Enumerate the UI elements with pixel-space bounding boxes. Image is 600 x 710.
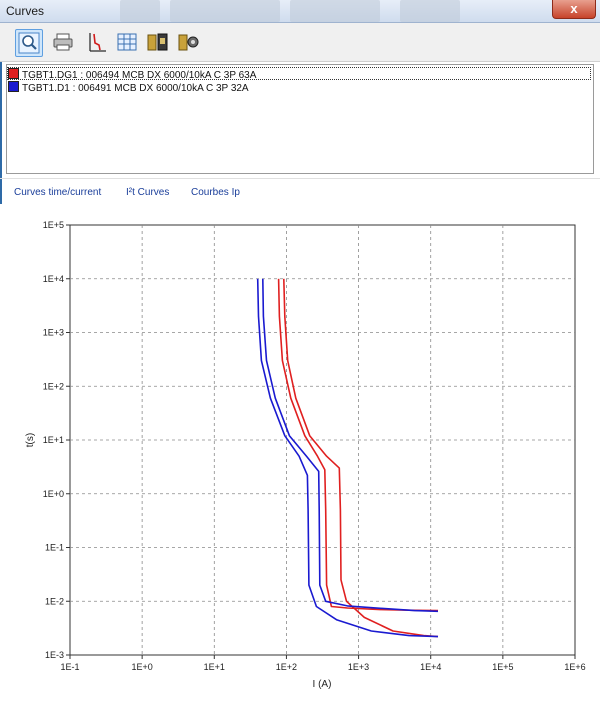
y-tick-labels: 1E-3 1E-2 1E-1 1E+0 1E+1 1E+2 1E+3 1E+4 1E+5 bbox=[43, 220, 70, 660]
list-item[interactable]: TGBT1.D1 : 006491 MCB DX 6000/10kA C 3P … bbox=[8, 81, 249, 94]
y-tick-label: 1E+3 bbox=[43, 328, 64, 338]
x-tick-labels: 1E-1 1E+0 1E+1 1E+2 1E+3 1E+4 1E+5 1E+6 bbox=[60, 655, 586, 672]
tab-i2t-curves[interactable]: I²t Curves bbox=[126, 187, 170, 198]
background-blur bbox=[120, 0, 160, 22]
close-button[interactable]: x bbox=[552, 0, 596, 19]
time-current-chart[interactable]: 1E-1 1E+0 1E+1 1E+2 1E+3 1E+4 1E+5 1E+6 1E-31E-… bbox=[0, 204, 600, 705]
export-icon bbox=[147, 33, 168, 51]
series-1-curve-min bbox=[277, 278, 439, 612]
print-icon bbox=[53, 33, 73, 51]
x-axis-label: I (A) bbox=[313, 679, 332, 690]
background-blur bbox=[290, 0, 380, 22]
y-tick-label: 1E-3 bbox=[45, 650, 64, 660]
color-swatch bbox=[8, 68, 19, 79]
chart-panel: 1E-1 1E+0 1E+1 1E+2 1E+3 1E+4 1E+5 1E+6 1E-3 1E-… bbox=[0, 204, 600, 705]
y-axis-label: t(s) bbox=[25, 433, 36, 447]
export-button[interactable] bbox=[145, 29, 171, 55]
y-tick-label: 1E+0 bbox=[43, 489, 64, 499]
tab-bar: Curves time/current I²t Curves Courbes I… bbox=[0, 178, 600, 205]
x-tick-label: 1E+5 bbox=[492, 662, 513, 672]
x-tick-label: 1E+0 bbox=[132, 662, 153, 672]
grid-button[interactable] bbox=[114, 29, 140, 55]
x-tick-label: 1E+3 bbox=[348, 662, 369, 672]
zoom-button[interactable] bbox=[15, 29, 43, 57]
settings-button[interactable] bbox=[176, 29, 202, 55]
x-tick-label: 1E-1 bbox=[60, 662, 79, 672]
background-blur bbox=[400, 0, 460, 22]
zoom-icon bbox=[18, 32, 40, 54]
settings-icon bbox=[178, 34, 199, 51]
curves bbox=[256, 278, 439, 638]
color-swatch bbox=[8, 81, 19, 92]
series-1-curve-max bbox=[283, 278, 439, 638]
y-tick-label: 1E+1 bbox=[43, 435, 64, 445]
list-item[interactable]: TGBT1.DG1 : 006494 MCB DX 6000/10kA C 3P… bbox=[7, 67, 591, 81]
grid-icon bbox=[117, 33, 137, 51]
title-bar: Curves x bbox=[0, 0, 600, 23]
device-list[interactable]: TGBT1.DG1 : 006494 MCB DX 6000/10kA C 3P… bbox=[6, 64, 594, 174]
print-button[interactable] bbox=[50, 29, 76, 55]
series-2-curve-max bbox=[262, 278, 439, 613]
chart-icon bbox=[89, 33, 106, 52]
tab-curves-time-current[interactable]: Curves time/current bbox=[14, 187, 102, 198]
y-tick-label: 1E+5 bbox=[43, 220, 64, 230]
x-tick-label: 1E+1 bbox=[204, 662, 225, 672]
device-label: TGBT1.D1 : 006491 MCB DX 6000/10kA C 3P … bbox=[22, 83, 249, 94]
background-blur bbox=[170, 0, 280, 22]
x-tick-label: 1E+2 bbox=[276, 662, 297, 672]
x-tick-label: 1E+6 bbox=[564, 662, 585, 672]
y-tick-label: 1E-1 bbox=[45, 543, 64, 553]
toolbar bbox=[0, 23, 600, 62]
grid bbox=[70, 225, 575, 655]
y-tick-label: 1E+4 bbox=[43, 274, 64, 284]
chart-button[interactable] bbox=[84, 29, 110, 55]
tab-courbes-ip[interactable]: Courbes Ip bbox=[191, 187, 240, 198]
y-tick-label: 1E+2 bbox=[43, 381, 64, 391]
y-tick-label: 1E-2 bbox=[45, 596, 64, 606]
device-label: TGBT1.DG1 : 006494 MCB DX 6000/10kA C 3P… bbox=[22, 70, 257, 81]
series-2-curve-min bbox=[256, 278, 439, 638]
window-title: Curves bbox=[6, 4, 45, 18]
x-tick-label: 1E+4 bbox=[420, 662, 441, 672]
